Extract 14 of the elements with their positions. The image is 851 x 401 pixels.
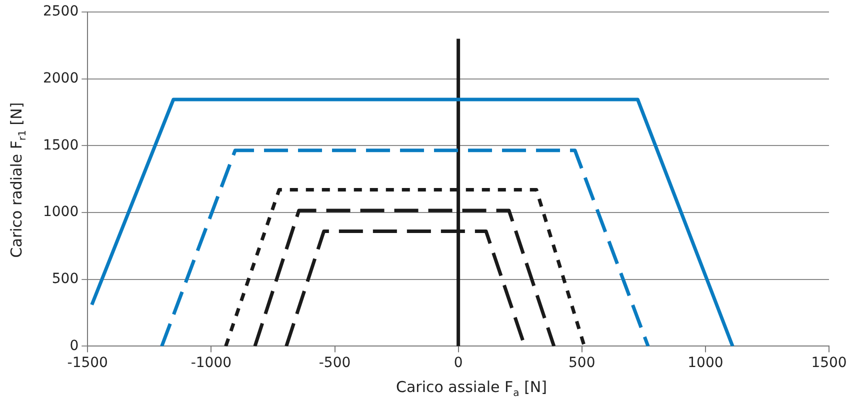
y-tick-label: 0 [70, 338, 79, 354]
x-tick-label: 0 [454, 355, 463, 372]
y-tick-label: 500 [52, 271, 79, 287]
y-tick-label: 1000 [42, 204, 79, 220]
x-tick-label: -1500 [67, 355, 108, 372]
x-tick-label: 500 [568, 355, 596, 372]
x-axis-title: Carico assiale F$_{a}$ [N] [394, 378, 548, 399]
y-tick-label: 2000 [42, 70, 79, 86]
x-tick-label: -1000 [190, 355, 232, 372]
x-tick-label: -500 [318, 355, 351, 372]
x-tick-label: 1000 [688, 355, 724, 372]
y-tick-label: 2500 [42, 4, 79, 20]
y-tick-label: 1500 [42, 137, 79, 154]
x-tick-label: 1500 [811, 355, 847, 372]
